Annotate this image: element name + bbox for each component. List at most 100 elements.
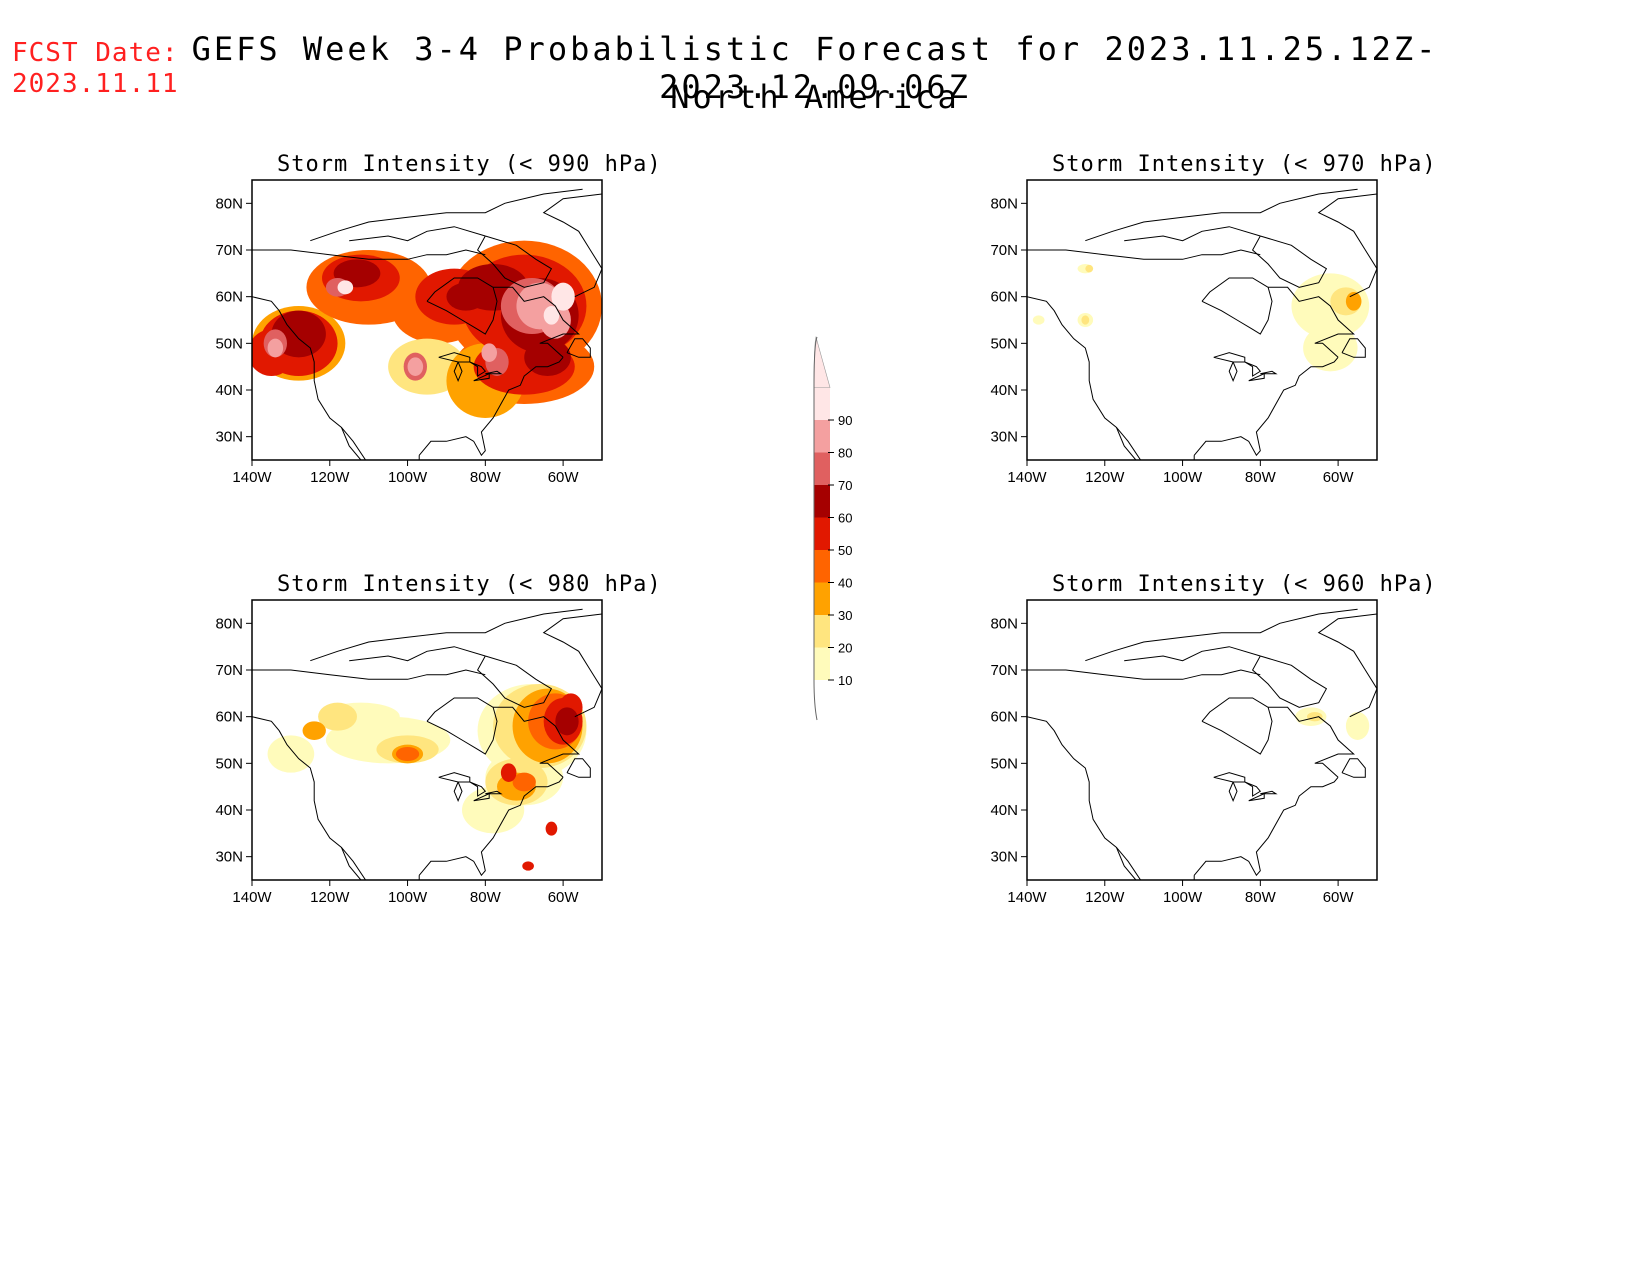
coastline xyxy=(1268,286,1356,358)
lon-tick-label: 60W xyxy=(548,889,580,906)
coastline xyxy=(1260,790,1278,795)
panel-title: Storm Intensity (< 990 hPa) xyxy=(277,152,662,177)
lon-tick-label: 100W xyxy=(388,889,428,906)
colorbar-label: 70 xyxy=(838,478,852,493)
lon-tick-label: 80W xyxy=(470,469,502,486)
lon-tick-label: 60W xyxy=(1323,889,1355,906)
lat-tick-label: 70N xyxy=(990,242,1018,259)
map-panel-960: Storm Intensity (< 960 hPa) 80N 70N 60N 50N… xyxy=(975,570,1435,940)
coastline xyxy=(1124,226,1261,242)
probability-field xyxy=(252,240,602,418)
map-frame xyxy=(1026,179,1378,461)
lon-tick-label: 80W xyxy=(470,889,502,906)
lat-tick-label: 50N xyxy=(215,335,243,352)
lat-tick-label: 70N xyxy=(990,662,1018,679)
lat-tick-label: 50N xyxy=(990,335,1018,352)
lat-tick-label: 30N xyxy=(990,429,1018,446)
map-panel-990: Storm Intensity (< 990 hPa) 80N 70N 60N 50N… xyxy=(200,150,660,520)
coastline xyxy=(310,188,583,242)
lat-tick-label: 70N xyxy=(215,662,243,679)
colorbar-swatch xyxy=(814,615,830,648)
prob-blob xyxy=(1303,324,1358,372)
lat-tick-label: 80N xyxy=(215,615,243,632)
coastline xyxy=(469,361,487,377)
panel-title: Storm Intensity (< 970 hPa) xyxy=(1052,152,1437,177)
lat-tick-label: 60N xyxy=(215,289,243,306)
lon-tick-label: 100W xyxy=(1163,889,1203,906)
coastline xyxy=(1251,235,1328,288)
coastline xyxy=(1027,716,1142,880)
prob-blob xyxy=(318,702,357,731)
map-frame xyxy=(251,599,603,881)
probability-field xyxy=(1295,707,1370,740)
coastline xyxy=(1085,188,1358,242)
colorbar-swatch xyxy=(814,387,830,420)
coastline xyxy=(1341,338,1366,358)
lon-tick-label: 140W xyxy=(1007,469,1047,486)
page-title: GEFS Week 3-4 Probabilistic Forecast for… xyxy=(191,30,1439,106)
coastline xyxy=(340,427,362,460)
map-990: 80N 70N 60N 50N 40N 30N 140W 120W 100W 80W 60W xyxy=(215,179,603,486)
lat-tick-label: 40N xyxy=(990,382,1018,399)
panel-title: Storm Intensity (< 960 hPa) xyxy=(1052,572,1437,597)
coastline xyxy=(1124,646,1261,662)
lon-tick-label: 80W xyxy=(1245,469,1277,486)
prob-blob xyxy=(555,707,579,736)
map-frame xyxy=(251,179,603,461)
coastline xyxy=(1027,669,1261,680)
lon-tick-label: 140W xyxy=(1007,889,1047,906)
map-970: 80N 70N 60N 50N 40N 30N 140W 120W 100W 80W 60W xyxy=(990,179,1378,486)
coastlines xyxy=(1027,188,1377,460)
coastline xyxy=(566,338,591,358)
coastline xyxy=(1115,427,1137,460)
prob-blob xyxy=(1345,292,1362,311)
colorbar-label: 90 xyxy=(838,413,852,428)
coastline xyxy=(1085,608,1358,662)
coastline xyxy=(1115,847,1137,880)
colorbar-swatch xyxy=(814,550,830,583)
lon-tick-label: 140W xyxy=(232,469,272,486)
coastline xyxy=(1260,370,1278,375)
map-980: 80N 70N 60N 50N 40N 30N 140W 120W 100W 80W 60W xyxy=(215,599,603,906)
coastline xyxy=(1268,706,1356,778)
coastline xyxy=(1317,193,1377,298)
map-frame xyxy=(1026,599,1378,881)
coastline xyxy=(349,226,486,242)
lat-tick-label: 50N xyxy=(990,755,1018,772)
coastline xyxy=(252,249,486,260)
prob-blob xyxy=(522,861,534,871)
coastline xyxy=(1213,352,1246,363)
lon-tick-label: 120W xyxy=(1085,889,1125,906)
prob-blob xyxy=(545,821,558,836)
colorbar-swatch xyxy=(814,647,830,680)
coastline xyxy=(426,277,498,335)
lat-tick-label: 50N xyxy=(215,755,243,772)
colorbar-label: 30 xyxy=(838,608,852,623)
coastline xyxy=(1228,361,1238,383)
colorbar: 10 20 30 40 50 60 70 80 90 xyxy=(813,335,852,721)
coastline xyxy=(1193,776,1339,877)
colorbar-swatch xyxy=(814,420,830,453)
map-panel-970: Storm Intensity (< 970 hPa) 80N 70N 60N 50N… xyxy=(975,150,1435,520)
coastline xyxy=(485,370,503,375)
prob-blob xyxy=(512,772,536,792)
page-subtitle: North America xyxy=(670,78,960,116)
coastline xyxy=(485,790,503,795)
lon-tick-label: 100W xyxy=(388,469,428,486)
prob-blob xyxy=(1032,315,1045,325)
coastline xyxy=(1244,781,1262,797)
prob-blob xyxy=(1307,712,1323,722)
prob-blob xyxy=(337,280,354,295)
colorbar-swatch xyxy=(814,517,830,550)
lon-tick-label: 120W xyxy=(310,889,350,906)
colorbar-label: 10 xyxy=(838,673,852,688)
coastline xyxy=(1201,697,1273,755)
coastline xyxy=(453,361,463,383)
prob-blob xyxy=(543,306,560,325)
prob-blob xyxy=(395,747,420,761)
coastline xyxy=(1341,758,1366,778)
lat-tick-label: 80N xyxy=(990,195,1018,212)
lat-tick-label: 40N xyxy=(990,802,1018,819)
prob-blob xyxy=(302,721,326,740)
coastline xyxy=(566,758,591,778)
